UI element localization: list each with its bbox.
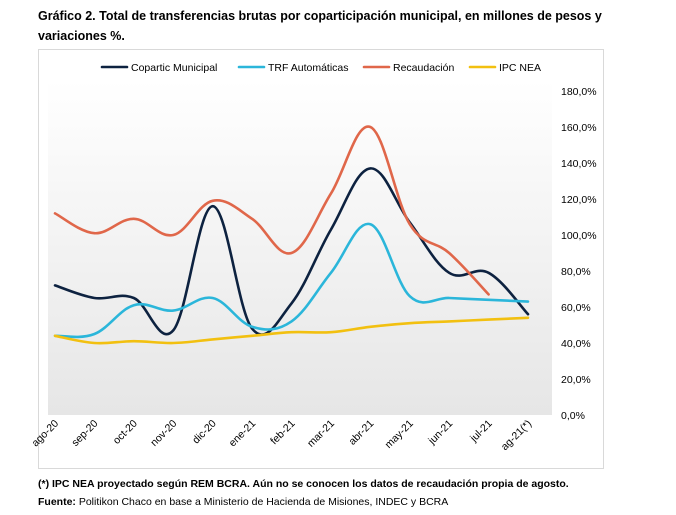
y-tick-label: 40,0% xyxy=(561,338,591,350)
legend: Copartic Municipal TRF Automáticas Recauda… xyxy=(100,62,541,74)
y-tick-label: 20,0% xyxy=(561,374,591,386)
y-tick-label: 60,0% xyxy=(561,302,591,314)
y-tick-label: 120,0% xyxy=(561,194,597,206)
legend-label: IPC NEA xyxy=(499,62,541,74)
x-tick-label: jun-21 xyxy=(425,418,455,448)
x-tick-label: ag-21(*) xyxy=(499,418,534,453)
x-tick-label: may-21 xyxy=(383,418,416,451)
x-tick-label: abr-21 xyxy=(346,418,376,448)
y-tick-label: 0,0% xyxy=(561,410,585,422)
y-tick-label: 80,0% xyxy=(561,266,591,278)
legend-label: Copartic Municipal xyxy=(131,62,217,74)
x-tick-label: sep-20 xyxy=(69,418,100,449)
x-tick-label: ene-21 xyxy=(227,418,259,450)
source-text: Politikon Chaco en base a Ministerio de … xyxy=(78,496,449,508)
series-line-recaudaci-n xyxy=(53,125,490,296)
chart-title: Gráfico 2. Total de transferencias bruta… xyxy=(38,9,602,43)
series-line-trf-autom-ticas xyxy=(53,222,530,339)
legend-label: TRF Automáticas xyxy=(268,62,349,74)
y-tick-label: 100,0% xyxy=(561,230,597,242)
x-tick-label: mar-21 xyxy=(305,418,337,450)
footnote: (*) IPC NEA proyectado según REM BCRA. A… xyxy=(38,478,569,490)
source-label: Fuente: xyxy=(38,496,76,508)
x-tick-label: jul-21 xyxy=(467,418,494,445)
series-layer xyxy=(53,125,530,345)
series-line-ipc-nea xyxy=(53,316,530,345)
y-tick-label: 140,0% xyxy=(561,158,597,170)
y-tick-label: 160,0% xyxy=(561,122,597,134)
y-axis: 0,0% 20,0% 40,0% 60,0% 80,0% 100,0% 120,0% 140,… xyxy=(561,86,597,422)
y-tick-label: 180,0% xyxy=(561,86,597,98)
x-tick-label: ago-20 xyxy=(30,418,62,450)
x-tick-label: dic-20 xyxy=(190,418,219,447)
x-tick-label: oct-20 xyxy=(111,418,140,447)
x-tick-label: nov-20 xyxy=(148,418,179,449)
chart-frame xyxy=(38,49,604,469)
x-axis: ago-20 sep-20 oct-20 nov-20 dic-20 ene-21 feb-… xyxy=(30,418,535,453)
source-line: Fuente: Politikon Chaco en base a Minist… xyxy=(38,496,448,508)
legend-label: Recaudación xyxy=(393,62,454,74)
x-tick-label: feb-21 xyxy=(268,418,298,448)
